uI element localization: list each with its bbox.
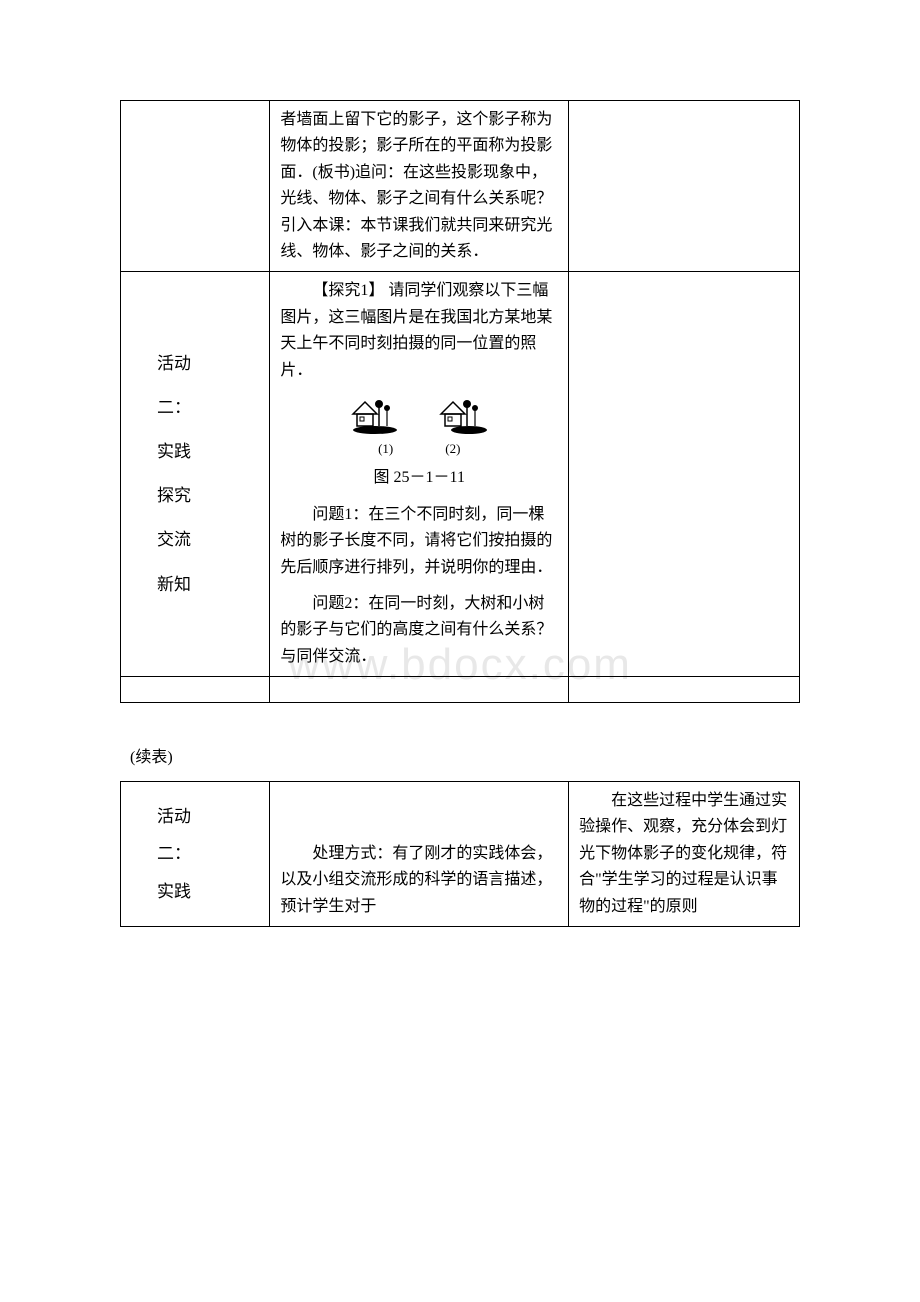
label-line: 探究 (157, 474, 259, 518)
question-1: 问题1：在三个不同时刻，同一棵树的影子长度不同，请将它们按拍摄的先后顺序进行排列… (280, 502, 558, 581)
paragraph: 在这些过程中学生通过实验操作、观察，充分体会到灯光下物体影子的变化规律，符合"学… (579, 788, 789, 920)
cell-label-empty (121, 101, 270, 272)
label-line: 活动 (157, 342, 259, 386)
house-illustration-2 (433, 392, 493, 436)
fig-cap: (2) (445, 438, 460, 459)
label-line: 二： (157, 386, 259, 430)
table-row: 活动 二： 实践 探究 交流 新知 【探究1】 请同学们观察以下三幅图片，这三幅… (121, 272, 800, 677)
label-line: 实践 (157, 873, 259, 910)
figure-row (280, 392, 558, 436)
house-icon (345, 392, 405, 436)
fig-cap: (1) (378, 438, 393, 459)
main-table-2: 活动 二： 实践 处理方式：有了刚才的实践体会，以及小组交流形成的科学的语言描述… (120, 781, 800, 927)
house-illustration-1 (345, 392, 405, 436)
table-row-empty (121, 677, 800, 703)
cell-activity-label: 活动 二： 实践 (121, 782, 270, 927)
label-line: 二： (157, 835, 259, 872)
continue-label: (续表) (130, 743, 800, 767)
house-icon (433, 392, 493, 436)
figure-title: 图 25－1－11 (280, 465, 558, 491)
label-line: 新知 (157, 563, 259, 607)
empty-cell (121, 677, 270, 703)
cell-content: 【探究1】 请同学们观察以下三幅图片，这三幅图片是在我国北方某地某天上午不同时刻… (270, 272, 569, 677)
paragraph: 者墙面上留下它的影子，这个影子称为物体的投影；影子所在的平面称为投影面．(板书)… (280, 107, 558, 265)
explore-heading: 【探究1】 请同学们观察以下三幅图片，这三幅图片是在我国北方某地某天上午不同时刻… (280, 278, 558, 384)
label-line: 交流 (157, 518, 259, 562)
main-table-1: 者墙面上留下它的影子，这个影子称为物体的投影；影子所在的平面称为投影面．(板书)… (120, 100, 800, 703)
table-row: 者墙面上留下它的影子，这个影子称为物体的投影；影子所在的平面称为投影面．(板书)… (121, 101, 800, 272)
paragraph: 处理方式：有了刚才的实践体会，以及小组交流形成的科学的语言描述，预计学生对于 (280, 841, 558, 920)
cell-content: 者墙面上留下它的影子，这个影子称为物体的投影；影子所在的平面称为投影面．(板书)… (270, 101, 569, 272)
empty-cell (270, 677, 569, 703)
cell-notes-empty (569, 272, 800, 677)
cell-notes-empty (569, 101, 800, 272)
label-line: 活动 (157, 798, 259, 835)
empty-cell (569, 677, 800, 703)
question-2: 问题2：在同一时刻，大树和小树的影子与它们的高度之间有什么关系？与同伴交流． (280, 591, 558, 670)
label-line: 实践 (157, 430, 259, 474)
cell-notes: 在这些过程中学生通过实验操作、观察，充分体会到灯光下物体影子的变化规律，符合"学… (569, 782, 800, 927)
figure-captions: (1) (2) (280, 438, 558, 459)
table-row: 活动 二： 实践 处理方式：有了刚才的实践体会，以及小组交流形成的科学的语言描述… (121, 782, 800, 927)
cell-content: 处理方式：有了刚才的实践体会，以及小组交流形成的科学的语言描述，预计学生对于 (270, 782, 569, 927)
cell-activity-label: 活动 二： 实践 探究 交流 新知 (121, 272, 270, 677)
